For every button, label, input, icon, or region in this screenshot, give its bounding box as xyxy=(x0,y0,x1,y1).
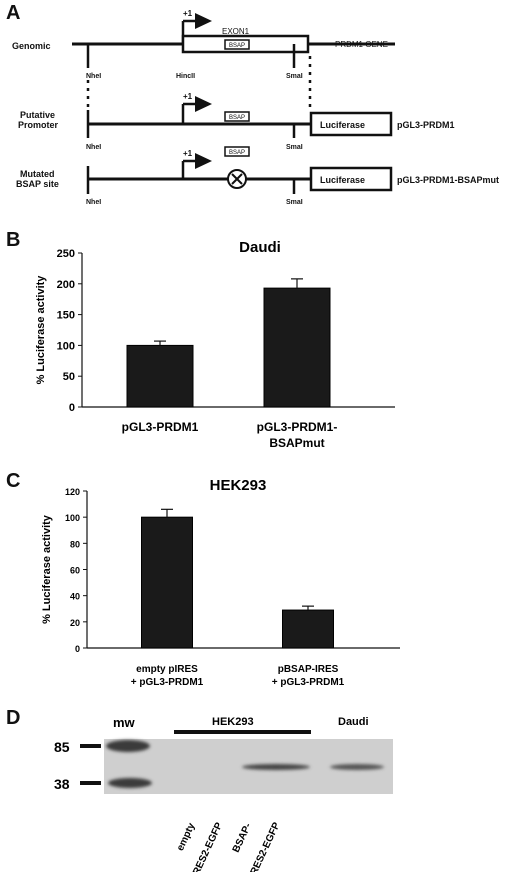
marker-85: 85 xyxy=(54,739,70,755)
bar xyxy=(141,516,193,649)
construct-label: pGL3-PRDM1-BSAPmut xyxy=(397,175,499,185)
category-label: BSAPmut xyxy=(269,436,324,450)
y-tick-label: 40 xyxy=(70,592,80,602)
western-blot: mw HEK293 Daudi 85 38 empty pIRES2-EGFP … xyxy=(54,715,393,872)
tss-arrow-icon xyxy=(195,13,212,29)
gene-label: PRDM1 GENE xyxy=(335,40,388,49)
marker-band-85 xyxy=(106,740,150,752)
panel-letter-b: B xyxy=(6,229,21,251)
site-smai: SmaI xyxy=(286,73,303,80)
site-nhei: NheI xyxy=(86,73,101,80)
y-tick-label: 120 xyxy=(65,487,80,497)
category-label: + pGL3-PRDM1 xyxy=(272,677,345,688)
chart-title: Daudi xyxy=(239,239,281,256)
luciferase-box xyxy=(309,166,393,192)
chart-title: HEK293 xyxy=(210,477,267,494)
luciferase-label: Luciferase xyxy=(320,120,365,130)
category-label: + pGL3-PRDM1 xyxy=(131,677,204,688)
y-tick-label: 150 xyxy=(57,310,75,322)
y-tick-label: 50 xyxy=(63,371,75,383)
site-nhei: NheI xyxy=(86,144,101,151)
bar xyxy=(263,287,331,408)
bar xyxy=(126,344,194,408)
marker-band-38 xyxy=(108,778,152,788)
panel-letter-a: A xyxy=(6,2,21,24)
site-smai: SmaI xyxy=(286,199,303,206)
y-tick-label: 20 xyxy=(70,618,80,628)
y-tick-label: 200 xyxy=(57,279,75,291)
category-label: pBSAP-IRES xyxy=(278,664,339,675)
y-tick-label: 100 xyxy=(65,513,80,523)
category-label: empty pIRES xyxy=(136,664,198,675)
site-smai: SmaI xyxy=(286,144,303,151)
y-tick-label: 0 xyxy=(75,644,80,654)
bar xyxy=(282,609,334,649)
luciferase-label: Luciferase xyxy=(320,175,365,185)
tss-label: +1 xyxy=(183,92,193,101)
panel-letter-d: D xyxy=(6,707,21,729)
row-label-promoter: Promoter xyxy=(18,120,59,130)
bsap-band-daudi xyxy=(330,764,384,770)
exon-label: EXON1 xyxy=(222,27,250,36)
y-tick-label: 80 xyxy=(70,539,80,549)
marker-38: 38 xyxy=(54,776,70,792)
tss-arrow-icon xyxy=(195,96,212,112)
row-label-putative: Putative xyxy=(20,110,55,120)
bsap-band-hek293 xyxy=(242,764,310,770)
lane-bsap-label-1: BSAP- xyxy=(231,822,254,855)
mw-label: mw xyxy=(113,715,136,730)
lane-empty-label-1: empty xyxy=(175,821,198,853)
bsap-site xyxy=(224,111,250,122)
bsap-site xyxy=(224,146,250,157)
daudi-luciferase-chart: Daudi % Luciferase activity 0 50 100 150 200 25… xyxy=(35,239,395,450)
construct-label: pGL3-PRDM1 xyxy=(397,120,455,130)
bsap-label: BSAP xyxy=(229,150,245,156)
row-label-genomic: Genomic xyxy=(12,41,51,51)
y-tick-label: 250 xyxy=(57,248,75,260)
site-nhei: NheI xyxy=(86,199,101,206)
y-axis-label: % Luciferase activity xyxy=(35,275,47,385)
hek293-luciferase-chart: HEK293 % Luciferase activity 0 20 40 60 80 100 1… xyxy=(41,477,400,688)
y-tick-label: 100 xyxy=(57,340,75,352)
panel-letter-c: C xyxy=(6,470,21,492)
y-tick-label: 0 xyxy=(69,402,75,414)
row-label-mutated: Mutated xyxy=(20,169,55,179)
y-tick-label: 60 xyxy=(70,566,80,576)
promoter-construct-diagram: Genomic +1 EXON1 BSAP PRDM1 GENE NheI Hi… xyxy=(12,9,499,206)
category-label: pGL3-PRDM1 xyxy=(122,420,199,434)
row-label-bsap-site: BSAP site xyxy=(16,179,59,189)
y-axis-label: % Luciferase activity xyxy=(41,514,53,624)
tss-arrow-icon xyxy=(195,153,212,169)
site-hincii: HincII xyxy=(176,73,195,80)
luciferase-box xyxy=(309,111,393,137)
bsap-label: BSAP xyxy=(229,115,245,121)
tss-label: +1 xyxy=(183,9,193,18)
tss-label: +1 xyxy=(183,149,193,158)
hek293-label: HEK293 xyxy=(212,716,254,728)
bsap-site xyxy=(224,39,250,50)
category-label: pGL3-PRDM1- xyxy=(257,420,338,434)
bsap-label: BSAP xyxy=(229,43,245,49)
daudi-label: Daudi xyxy=(338,716,369,728)
